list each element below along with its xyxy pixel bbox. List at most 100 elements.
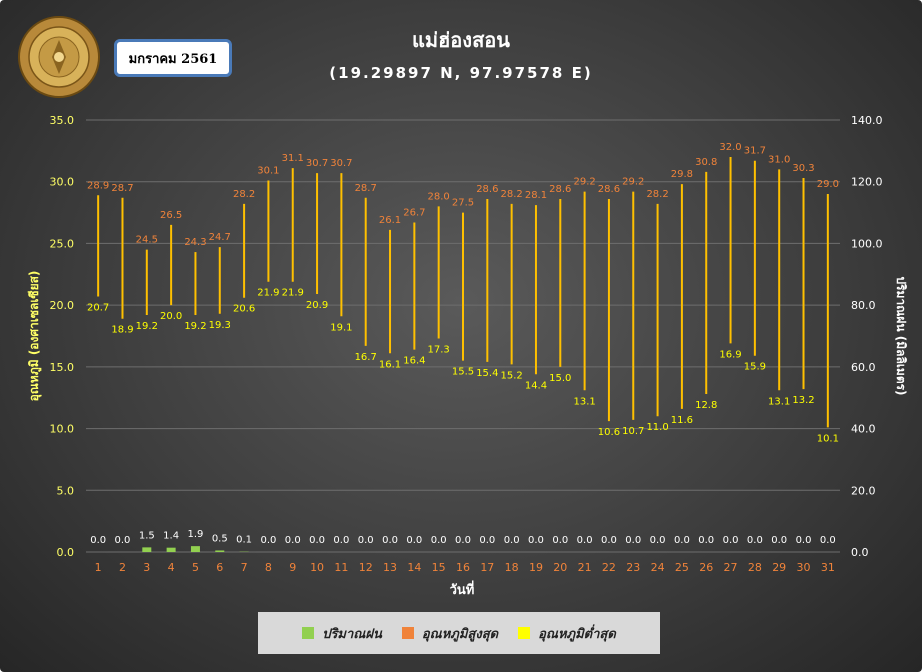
tmin-value-label: 13.1 xyxy=(573,396,595,407)
tmax-value-label: 29.2 xyxy=(573,177,595,188)
tmax-value-label: 30.1 xyxy=(257,165,279,176)
rain-value-label: 0.0 xyxy=(504,535,520,546)
x-tick-label: 23 xyxy=(626,561,640,574)
tmax-value-label: 31.0 xyxy=(768,154,790,165)
tmax-value-label: 32.0 xyxy=(719,142,741,153)
rain-value-label: 0.1 xyxy=(236,535,252,546)
tmin-value-label: 21.9 xyxy=(282,288,304,299)
tmax-value-label: 28.7 xyxy=(355,183,377,194)
rain-bar xyxy=(166,547,176,552)
rain-value-label: 0.0 xyxy=(771,535,787,546)
rain-value-label: 1.5 xyxy=(139,530,155,541)
x-tick-label: 2 xyxy=(119,561,126,574)
rain-value-label: 0.0 xyxy=(698,535,714,546)
tmax-value-label: 31.1 xyxy=(282,153,304,164)
tmin-value-label: 20.6 xyxy=(233,304,255,315)
y-left-tick-label: 20.0 xyxy=(50,299,75,312)
x-tick-label: 10 xyxy=(310,561,324,574)
tmin-value-label: 16.9 xyxy=(719,349,741,360)
rain-value-label: 0.0 xyxy=(285,535,301,546)
rain-value-label: 0.5 xyxy=(212,533,228,544)
x-tick-label: 15 xyxy=(432,561,446,574)
tmin-value-label: 20.7 xyxy=(87,303,109,314)
x-tick-label: 29 xyxy=(772,561,786,574)
rain-value-label: 0.0 xyxy=(625,535,641,546)
x-tick-label: 19 xyxy=(529,561,543,574)
rain-value-label: 0.0 xyxy=(358,535,374,546)
y-right-tick-label: 140.0 xyxy=(851,114,883,127)
tmin-value-label: 15.2 xyxy=(501,370,523,381)
tmax-value-label: 24.3 xyxy=(184,237,206,248)
rain-value-label: 1.4 xyxy=(163,531,179,542)
tmax-value-label: 26.1 xyxy=(379,215,401,226)
x-tick-label: 18 xyxy=(505,561,519,574)
tmin-value-label: 13.2 xyxy=(792,395,814,406)
rain-value-label: 0.0 xyxy=(723,535,739,546)
tmax-value-label: 29.8 xyxy=(671,169,693,180)
x-tick-label: 14 xyxy=(407,561,421,574)
x-tick-label: 16 xyxy=(456,561,470,574)
y-right-tick-label: 40.0 xyxy=(851,423,876,436)
tmax-value-label: 30.7 xyxy=(306,158,328,169)
legend-swatch-tmin xyxy=(518,627,531,639)
rain-value-label: 0.0 xyxy=(90,535,106,546)
x-tick-label: 22 xyxy=(602,561,616,574)
y-right-tick-label: 80.0 xyxy=(851,299,876,312)
x-tick-label: 1 xyxy=(95,561,102,574)
tmax-value-label: 30.3 xyxy=(792,163,814,174)
y-right-tick-label: 0.0 xyxy=(851,546,869,559)
y-left-tick-label: 15.0 xyxy=(50,361,75,374)
x-tick-label: 4 xyxy=(168,561,175,574)
y-left-tick-label: 5.0 xyxy=(57,484,75,497)
tmin-value-label: 19.3 xyxy=(209,320,231,331)
tmax-value-label: 28.2 xyxy=(233,189,255,200)
tmax-value-label: 28.6 xyxy=(549,184,571,195)
tmin-value-label: 19.2 xyxy=(136,321,158,332)
y-left-tick-label: 0.0 xyxy=(57,546,75,559)
tmin-value-label: 12.8 xyxy=(695,400,717,411)
legend-label-tmin: อุณหภูมิต่ำสุด xyxy=(538,626,616,642)
rain-value-label: 0.0 xyxy=(479,535,495,546)
legend-label-rain: ปริมาณฝน xyxy=(322,626,382,642)
x-tick-label: 28 xyxy=(748,561,762,574)
rain-value-label: 1.9 xyxy=(187,529,203,540)
tmin-value-label: 16.4 xyxy=(403,356,425,367)
legend-item-tmin: อุณหภูมิต่ำสุด xyxy=(518,623,616,644)
tmin-value-label: 21.9 xyxy=(257,288,279,299)
rain-value-label: 0.0 xyxy=(406,535,422,546)
y-left-tick-label: 30.0 xyxy=(50,176,75,189)
rain-value-label: 0.0 xyxy=(820,535,836,546)
tmin-value-label: 16.7 xyxy=(355,352,377,363)
rain-value-label: 0.0 xyxy=(333,535,349,546)
tmin-value-label: 17.3 xyxy=(428,344,450,355)
tmax-value-label: 30.8 xyxy=(695,157,717,168)
y-left-tick-label: 25.0 xyxy=(50,237,75,250)
legend-label-tmax: อุณหภูมิสูงสุด xyxy=(421,626,499,642)
tmin-value-label: 10.7 xyxy=(622,426,644,437)
tmax-value-label: 26.5 xyxy=(160,210,182,221)
tmin-value-label: 19.1 xyxy=(330,322,352,333)
x-tick-label: 5 xyxy=(192,561,199,574)
tmin-value-label: 10.1 xyxy=(817,433,839,444)
legend-swatch-rain xyxy=(302,627,315,639)
tmax-value-label: 29.2 xyxy=(622,177,644,188)
tmax-value-label: 28.1 xyxy=(525,190,547,201)
tmin-value-label: 10.6 xyxy=(598,427,620,438)
rain-value-label: 0.0 xyxy=(796,535,812,546)
rain-value-label: 0.0 xyxy=(431,535,447,546)
x-tick-label: 25 xyxy=(675,561,689,574)
x-tick-label: 20 xyxy=(553,561,567,574)
tmin-value-label: 20.0 xyxy=(160,311,182,322)
rain-value-label: 0.0 xyxy=(455,535,471,546)
tmax-value-label: 24.5 xyxy=(136,235,158,246)
tmin-value-label: 18.9 xyxy=(111,325,133,336)
rain-bar xyxy=(215,550,225,552)
rain-value-label: 0.0 xyxy=(382,535,398,546)
legend-swatch-tmax xyxy=(401,627,414,639)
x-tick-label: 9 xyxy=(289,561,296,574)
tmin-value-label: 15.5 xyxy=(452,367,474,378)
rain-bar xyxy=(190,546,200,552)
y-right-tick-label: 120.0 xyxy=(851,176,883,189)
